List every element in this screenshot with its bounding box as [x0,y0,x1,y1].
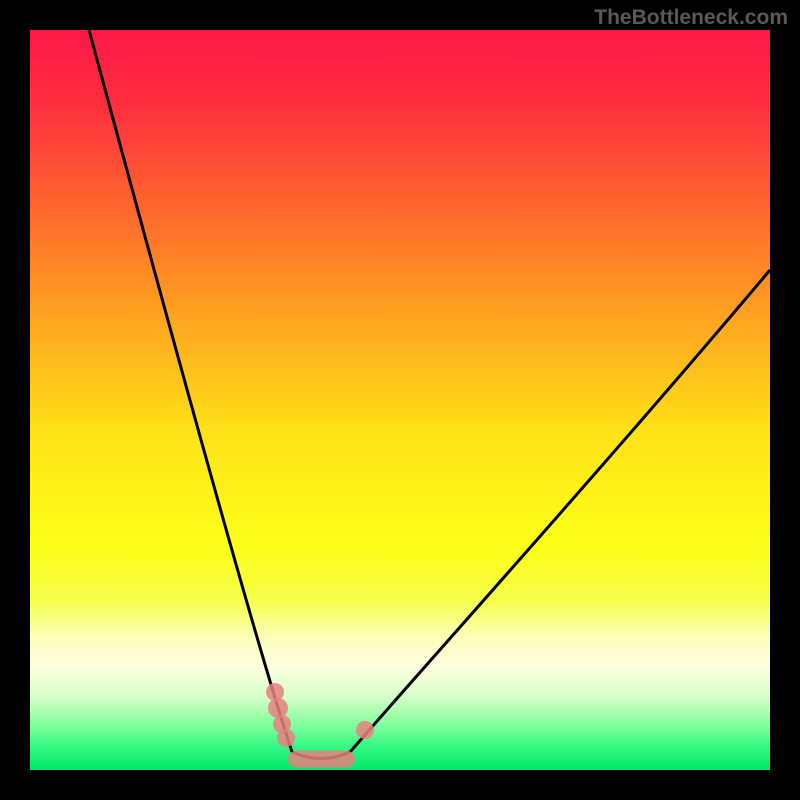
attribution-text: TheBottleneck.com [594,6,788,30]
marker-left-1 [268,698,288,718]
marker-left-3 [277,729,295,747]
chart-svg [30,30,770,770]
bottleneck-chart [30,30,770,770]
marker-left-0 [266,683,284,701]
marker-bottom-blob [288,751,355,768]
marker-right-0 [356,721,374,739]
